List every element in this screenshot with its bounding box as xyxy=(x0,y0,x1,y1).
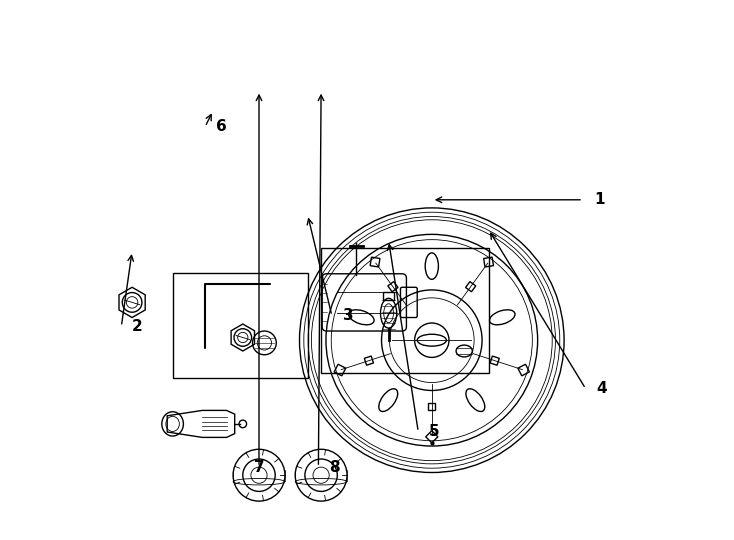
Bar xyxy=(334,364,346,376)
Text: 7: 7 xyxy=(254,460,264,475)
Text: 5: 5 xyxy=(429,424,440,440)
Bar xyxy=(321,248,489,373)
Bar xyxy=(364,356,374,365)
Text: 1: 1 xyxy=(594,192,605,207)
Text: 4: 4 xyxy=(597,381,607,396)
Bar xyxy=(370,257,380,267)
Bar xyxy=(518,364,529,376)
Bar xyxy=(172,273,308,378)
Bar xyxy=(484,257,493,267)
Bar xyxy=(426,431,438,443)
Bar xyxy=(428,403,435,410)
Bar xyxy=(383,292,394,300)
Text: 8: 8 xyxy=(330,460,340,475)
Text: 3: 3 xyxy=(343,308,353,323)
Bar xyxy=(388,281,398,292)
Bar xyxy=(490,356,499,365)
Bar xyxy=(465,281,476,292)
Text: 6: 6 xyxy=(216,119,227,134)
Text: 2: 2 xyxy=(132,319,143,334)
